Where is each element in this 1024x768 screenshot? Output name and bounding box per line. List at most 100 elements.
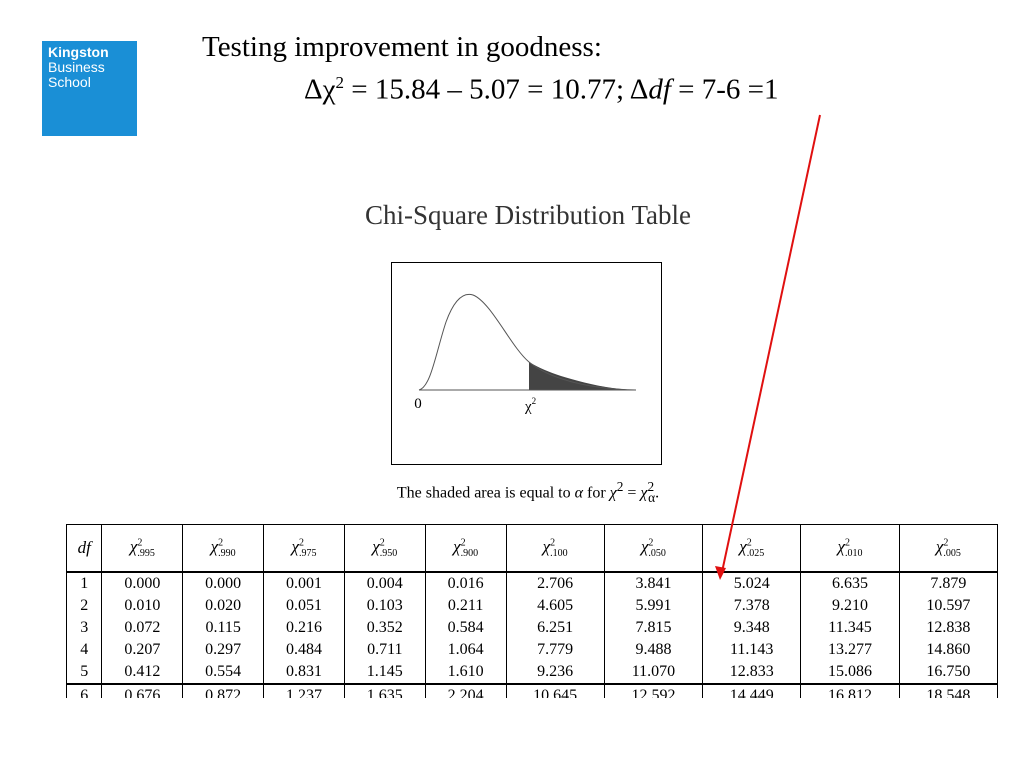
header-sup: 2 bbox=[943, 537, 949, 549]
logo-line: School bbox=[48, 74, 91, 90]
table-cell: 7.879 bbox=[898, 572, 998, 595]
table-cell: 11.070 bbox=[603, 661, 704, 684]
chi-table: df χ2.995 χ2.990 χ2.975 χ2.950 χ2.900 χ2.100 χ2… bbox=[66, 524, 998, 698]
header-sub: .950 bbox=[379, 548, 398, 560]
table-cell: 6.251 bbox=[505, 617, 605, 639]
table-cell: 3 bbox=[66, 617, 103, 639]
table-cell: 16.750 bbox=[898, 661, 998, 684]
table-cell: 1.064 bbox=[424, 639, 507, 661]
table-cell: 0.115 bbox=[182, 617, 265, 639]
header-cell: χ2.990 bbox=[182, 524, 265, 573]
df-header: df bbox=[77, 538, 91, 557]
table-cell: 11.345 bbox=[800, 617, 900, 639]
table-cell: 5 bbox=[66, 661, 103, 684]
table-row: 1 0.000 0.000 0.001 0.004 0.016 2.706 3.841 5.02… bbox=[66, 572, 998, 595]
chi-symbol: χ bbox=[524, 399, 532, 415]
header-symbol: χ bbox=[453, 536, 461, 556]
header-cell: df bbox=[66, 524, 103, 573]
header-sub: .975 bbox=[298, 548, 317, 560]
header-sup: 2 bbox=[844, 537, 850, 549]
header-sub: .025 bbox=[746, 548, 765, 560]
table-cell: 1 bbox=[66, 572, 103, 595]
caption-sup: 2 bbox=[647, 479, 655, 494]
table-cell: 0.584 bbox=[424, 617, 507, 639]
header-sup: 2 bbox=[550, 537, 556, 549]
chi-label: χ2 bbox=[524, 396, 536, 415]
header-symbol: χ bbox=[542, 536, 551, 556]
header-symbol: χ bbox=[640, 536, 649, 556]
table-cell: 0.211 bbox=[424, 595, 507, 617]
table-row: 6 0.676 0.872 1.237 1.635 2.204 10.645 12.592 14… bbox=[66, 683, 998, 698]
header-cell: χ2.005 bbox=[898, 524, 998, 573]
caption-sub: α bbox=[648, 489, 656, 505]
table-cell: 0.484 bbox=[263, 639, 345, 661]
table-cell: 7.815 bbox=[603, 617, 704, 639]
caption: The shaded area is equal to α for χ2 = χ… bbox=[0, 479, 1024, 506]
header-sub: .900 bbox=[460, 548, 479, 560]
header-symbol: χ bbox=[935, 536, 944, 556]
shaded-area bbox=[529, 362, 636, 390]
header-sub: .005 bbox=[943, 548, 961, 560]
table-cell: 2.204 bbox=[424, 683, 507, 698]
density-curve bbox=[418, 293, 637, 391]
header-symbol: χ bbox=[210, 536, 219, 556]
header-symbol: χ bbox=[129, 536, 138, 556]
table-cell: 12.592 bbox=[603, 683, 704, 698]
chi-sup: 2 bbox=[532, 396, 537, 406]
header-sup: 2 bbox=[379, 537, 385, 549]
table-cell: 3.841 bbox=[603, 572, 704, 595]
header-symbol: χ bbox=[837, 536, 845, 556]
table-cell: 4.605 bbox=[505, 595, 605, 617]
table-cell: 2.706 bbox=[505, 572, 605, 595]
table-row: 2 0.010 0.020 0.051 0.103 0.211 4.605 5.991 7.37… bbox=[66, 595, 998, 617]
figure-frame bbox=[391, 262, 662, 465]
table-cell: 0.352 bbox=[343, 617, 426, 639]
header-sub: .010 bbox=[844, 548, 863, 560]
table-cell: 0.072 bbox=[101, 617, 184, 639]
distribution-figure: 0 χ2 bbox=[391, 262, 662, 465]
table-cell: 9.488 bbox=[603, 639, 704, 661]
table-cell: 5.024 bbox=[702, 572, 802, 595]
header-cell: χ2.900 bbox=[424, 524, 507, 573]
caption-part: = bbox=[623, 484, 641, 502]
origin-label: 0 bbox=[414, 396, 422, 412]
table-cell: 14.860 bbox=[898, 639, 998, 661]
header-cell: χ2.995 bbox=[101, 524, 184, 573]
table-cell: 0.051 bbox=[263, 595, 345, 617]
table-cell: 1.610 bbox=[424, 661, 507, 684]
table-cell: 0.004 bbox=[343, 572, 426, 595]
header-sup: 2 bbox=[648, 537, 654, 549]
table-cell: 0.001 bbox=[263, 572, 345, 595]
header-sub: .050 bbox=[648, 548, 666, 560]
header-cell: χ2.010 bbox=[800, 524, 900, 573]
table-cell: 18.548 bbox=[898, 683, 998, 698]
table-cell: 0.676 bbox=[101, 683, 184, 698]
table-cell: 7.378 bbox=[702, 595, 802, 617]
heading: Testing improvement in goodness: bbox=[202, 31, 602, 63]
formula-part: = 7-6 =1 bbox=[670, 73, 779, 106]
header-symbol: χ bbox=[291, 536, 299, 556]
header-sup: 2 bbox=[298, 537, 304, 549]
caption-part: χ bbox=[609, 484, 617, 502]
table-cell: 6 bbox=[66, 683, 103, 698]
formula-sup: 2 bbox=[335, 73, 345, 92]
header-cell: χ2.100 bbox=[505, 524, 605, 573]
table-wrap: df χ2.995 χ2.990 χ2.975 χ2.950 χ2.900 χ2.100 χ2… bbox=[66, 524, 998, 698]
table-cell: 10.645 bbox=[505, 683, 605, 698]
table-cell: 11.143 bbox=[702, 639, 802, 661]
logo: Kingston Business School bbox=[42, 41, 137, 136]
table-cell: 2 bbox=[66, 595, 103, 617]
table-cell: 13.277 bbox=[800, 639, 900, 661]
table-row: 3 0.072 0.115 0.216 0.352 0.584 6.251 7.815 9.34… bbox=[66, 617, 998, 639]
header-sup: 2 bbox=[460, 537, 466, 549]
table-cell: 14.449 bbox=[702, 683, 802, 698]
caption-part: χ bbox=[640, 484, 648, 502]
caption-sup: 2 bbox=[616, 479, 624, 494]
header-cell: χ2.050 bbox=[603, 524, 704, 573]
table-cell: 0.831 bbox=[263, 661, 345, 684]
caption-part: for bbox=[583, 484, 610, 502]
header-sup: 2 bbox=[218, 537, 224, 549]
table-cell: 0.103 bbox=[343, 595, 426, 617]
header-sub: .100 bbox=[550, 548, 568, 560]
